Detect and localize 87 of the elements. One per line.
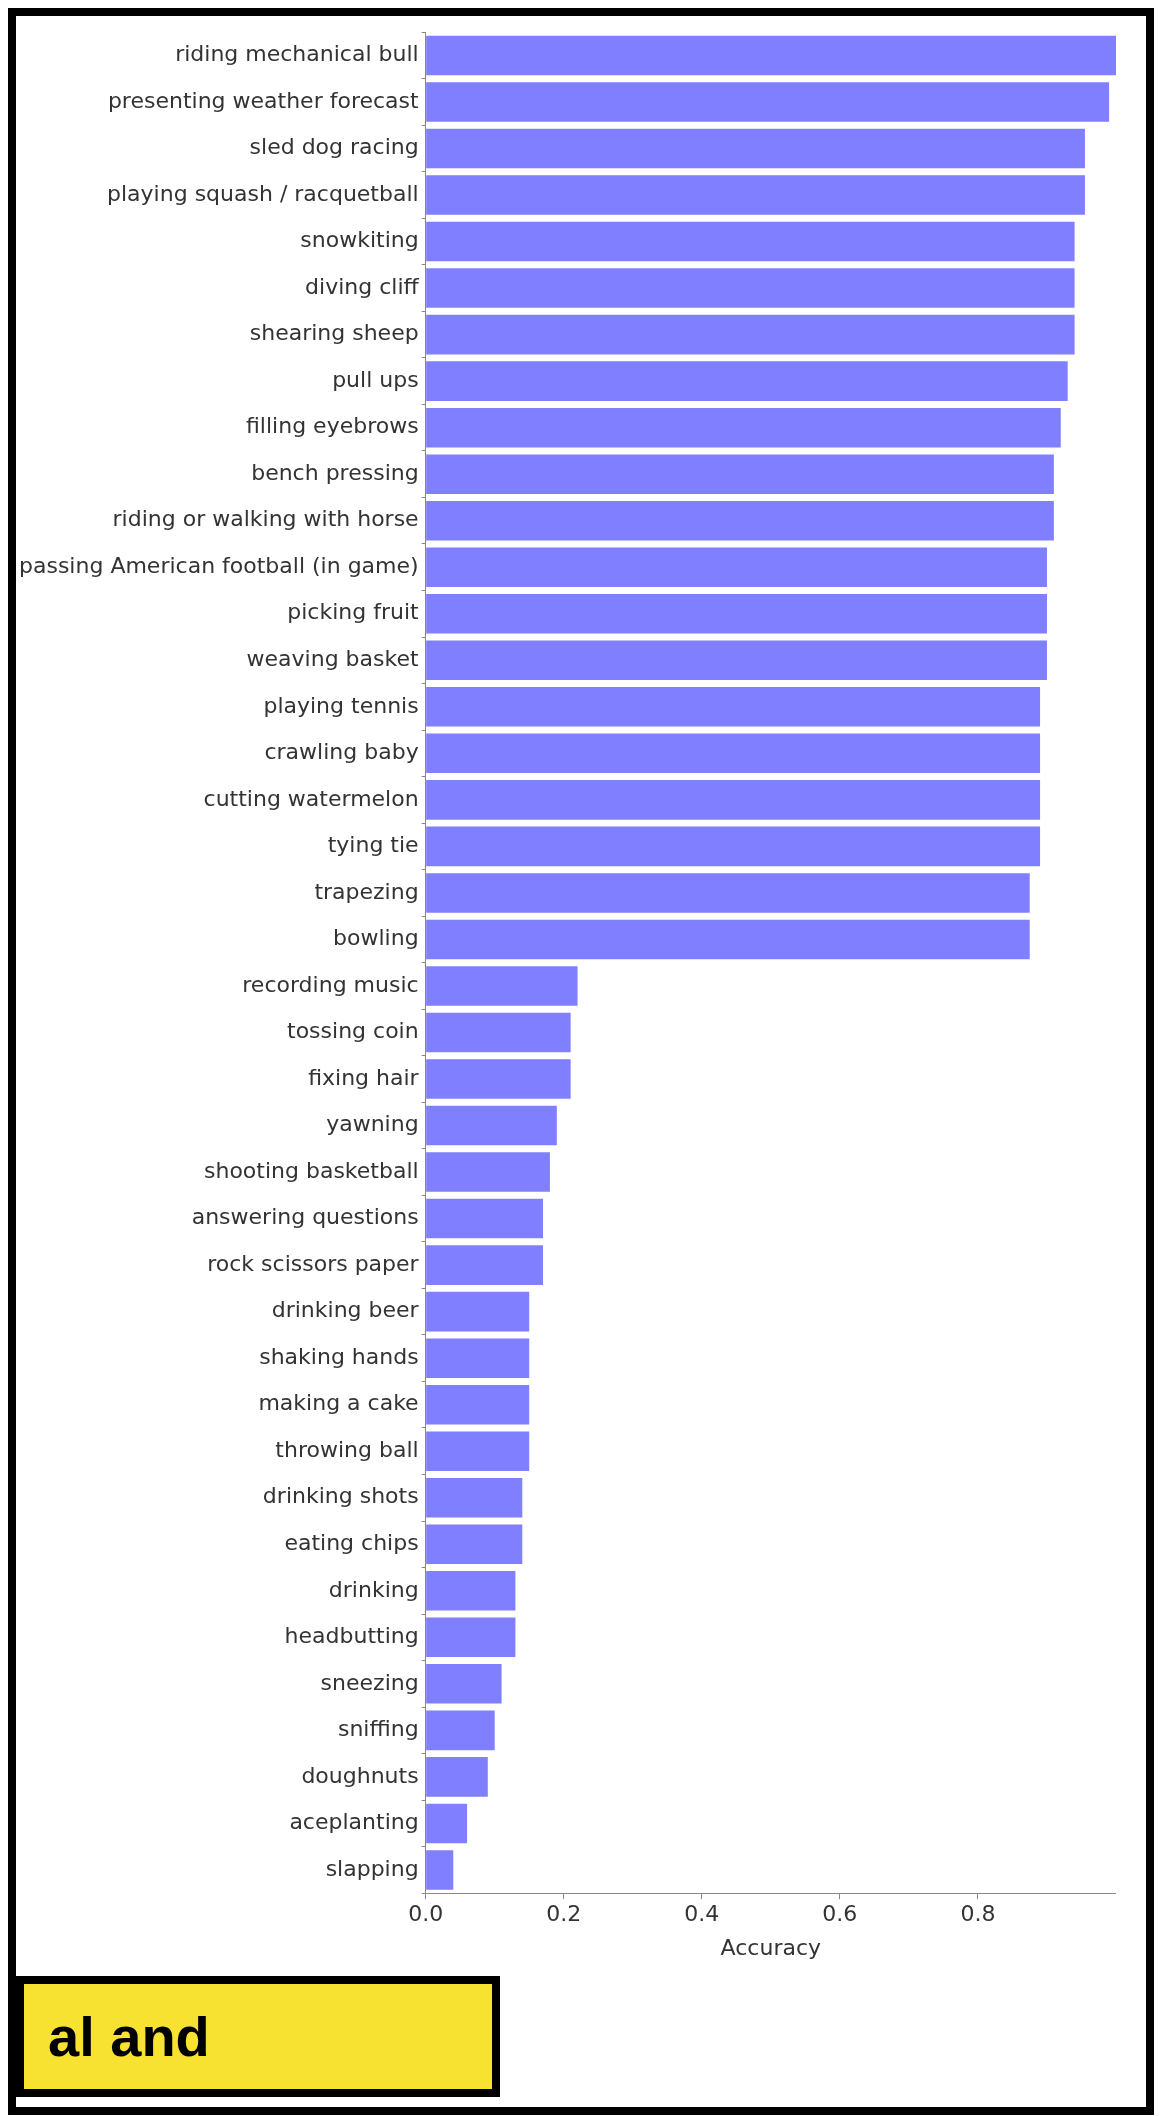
bar [426,35,1116,76]
bar [426,361,1068,401]
y-tick-label: bench pressing [251,459,419,485]
y-tick-label: fixing hair [308,1064,420,1090]
y-tick-label: crawling baby [264,739,419,765]
y-tick-label: throwing ball [275,1436,419,1462]
y-tick-label: trapezing [314,878,419,904]
y-tick-label: bowling [333,925,419,951]
bar [426,919,1030,960]
y-tick-label: doughnuts [301,1762,419,1788]
y-tick-label: shooting basketball [203,1157,419,1183]
y-tick-label: tying tie [327,832,419,858]
bar [426,1338,530,1378]
x-tick-label: 0.2 [546,1901,582,1927]
bar [426,1850,454,1890]
bar [426,454,1054,494]
y-tick-label: pull ups [332,366,419,392]
y-tick-label: drinking [328,1576,419,1602]
y-tick-label: cutting watermelon [203,785,419,811]
bar [426,873,1030,913]
bar [426,1059,571,1099]
bar [426,733,1041,774]
bar [426,547,1047,588]
bar [426,1524,523,1565]
bar [426,1477,523,1518]
bar [426,1245,544,1285]
bar [426,687,1041,727]
x-tick-label: 0.4 [684,1901,720,1927]
y-tick-label: drinking shots [262,1483,419,1509]
y-tick-label: yawning [326,1111,419,1137]
bar [426,1291,530,1332]
y-tick-label: presenting weather forecast [107,87,420,113]
y-tick-label: filling eyebrows [246,413,419,439]
bar [426,1757,488,1797]
bar [426,826,1041,867]
bar [426,1431,530,1471]
bar [426,175,1085,215]
bar [426,82,1110,122]
bar [426,780,1041,820]
bar [426,1664,502,1704]
y-tick-label: picking fruit [287,599,420,625]
y-tick-label: headbutting [284,1623,419,1649]
y-tick-label: rock scissors paper [207,1250,420,1276]
y-tick-label: weaving basket [246,646,420,672]
bar [426,1012,571,1053]
bar [426,1803,468,1844]
y-tick-label: sneezing [320,1669,419,1695]
bar [426,1710,495,1751]
y-tick-label: shearing sheep [249,320,419,346]
bar [426,221,1075,262]
bar [426,1105,557,1146]
y-tick-label: sled dog racing [249,134,419,160]
bar [426,593,1047,634]
y-tick-label: passing American football (in game) [19,552,419,578]
y-tick-label: tossing coin [287,1018,419,1044]
y-tick-label: riding mechanical bull [175,41,419,67]
x-axis-title: Accuracy [720,1934,822,1960]
y-tick-label: shaking hands [259,1343,419,1369]
bar [426,500,1054,541]
y-tick-label: drinking beer [271,1297,420,1323]
y-tick-label: playing squash / racquetball [107,180,419,206]
bar [426,128,1085,169]
y-tick-label: aceplanting [289,1809,419,1835]
bar [426,1617,516,1658]
text: al and [16,1976,500,2097]
y-tick-label: eating chips [284,1529,419,1555]
bar [426,1571,516,1611]
y-tick-label: playing tennis [263,692,419,718]
y-tick-label: slapping [325,1855,419,1881]
bar [426,1152,550,1192]
bar [426,268,1075,308]
bar [426,314,1075,355]
bar [426,1198,544,1239]
y-tick-label: sniffing [337,1716,419,1742]
y-tick-label: recording music [242,971,419,997]
y-tick-label: diving cliff [305,273,420,299]
y-tick-label: making a cake [258,1390,419,1416]
bar [426,407,1061,448]
y-tick-label: answering questions [191,1204,419,1230]
bar [426,640,1047,681]
bar [426,966,578,1006]
y-tick-label: snowkiting [300,227,419,253]
x-tick-label: 0.6 [822,1901,858,1927]
x-tick-label: 0.8 [960,1901,996,1927]
x-tick-label: 0.0 [408,1901,444,1927]
y-tick-label: riding or walking with horse [112,506,419,532]
bar [426,1384,530,1425]
